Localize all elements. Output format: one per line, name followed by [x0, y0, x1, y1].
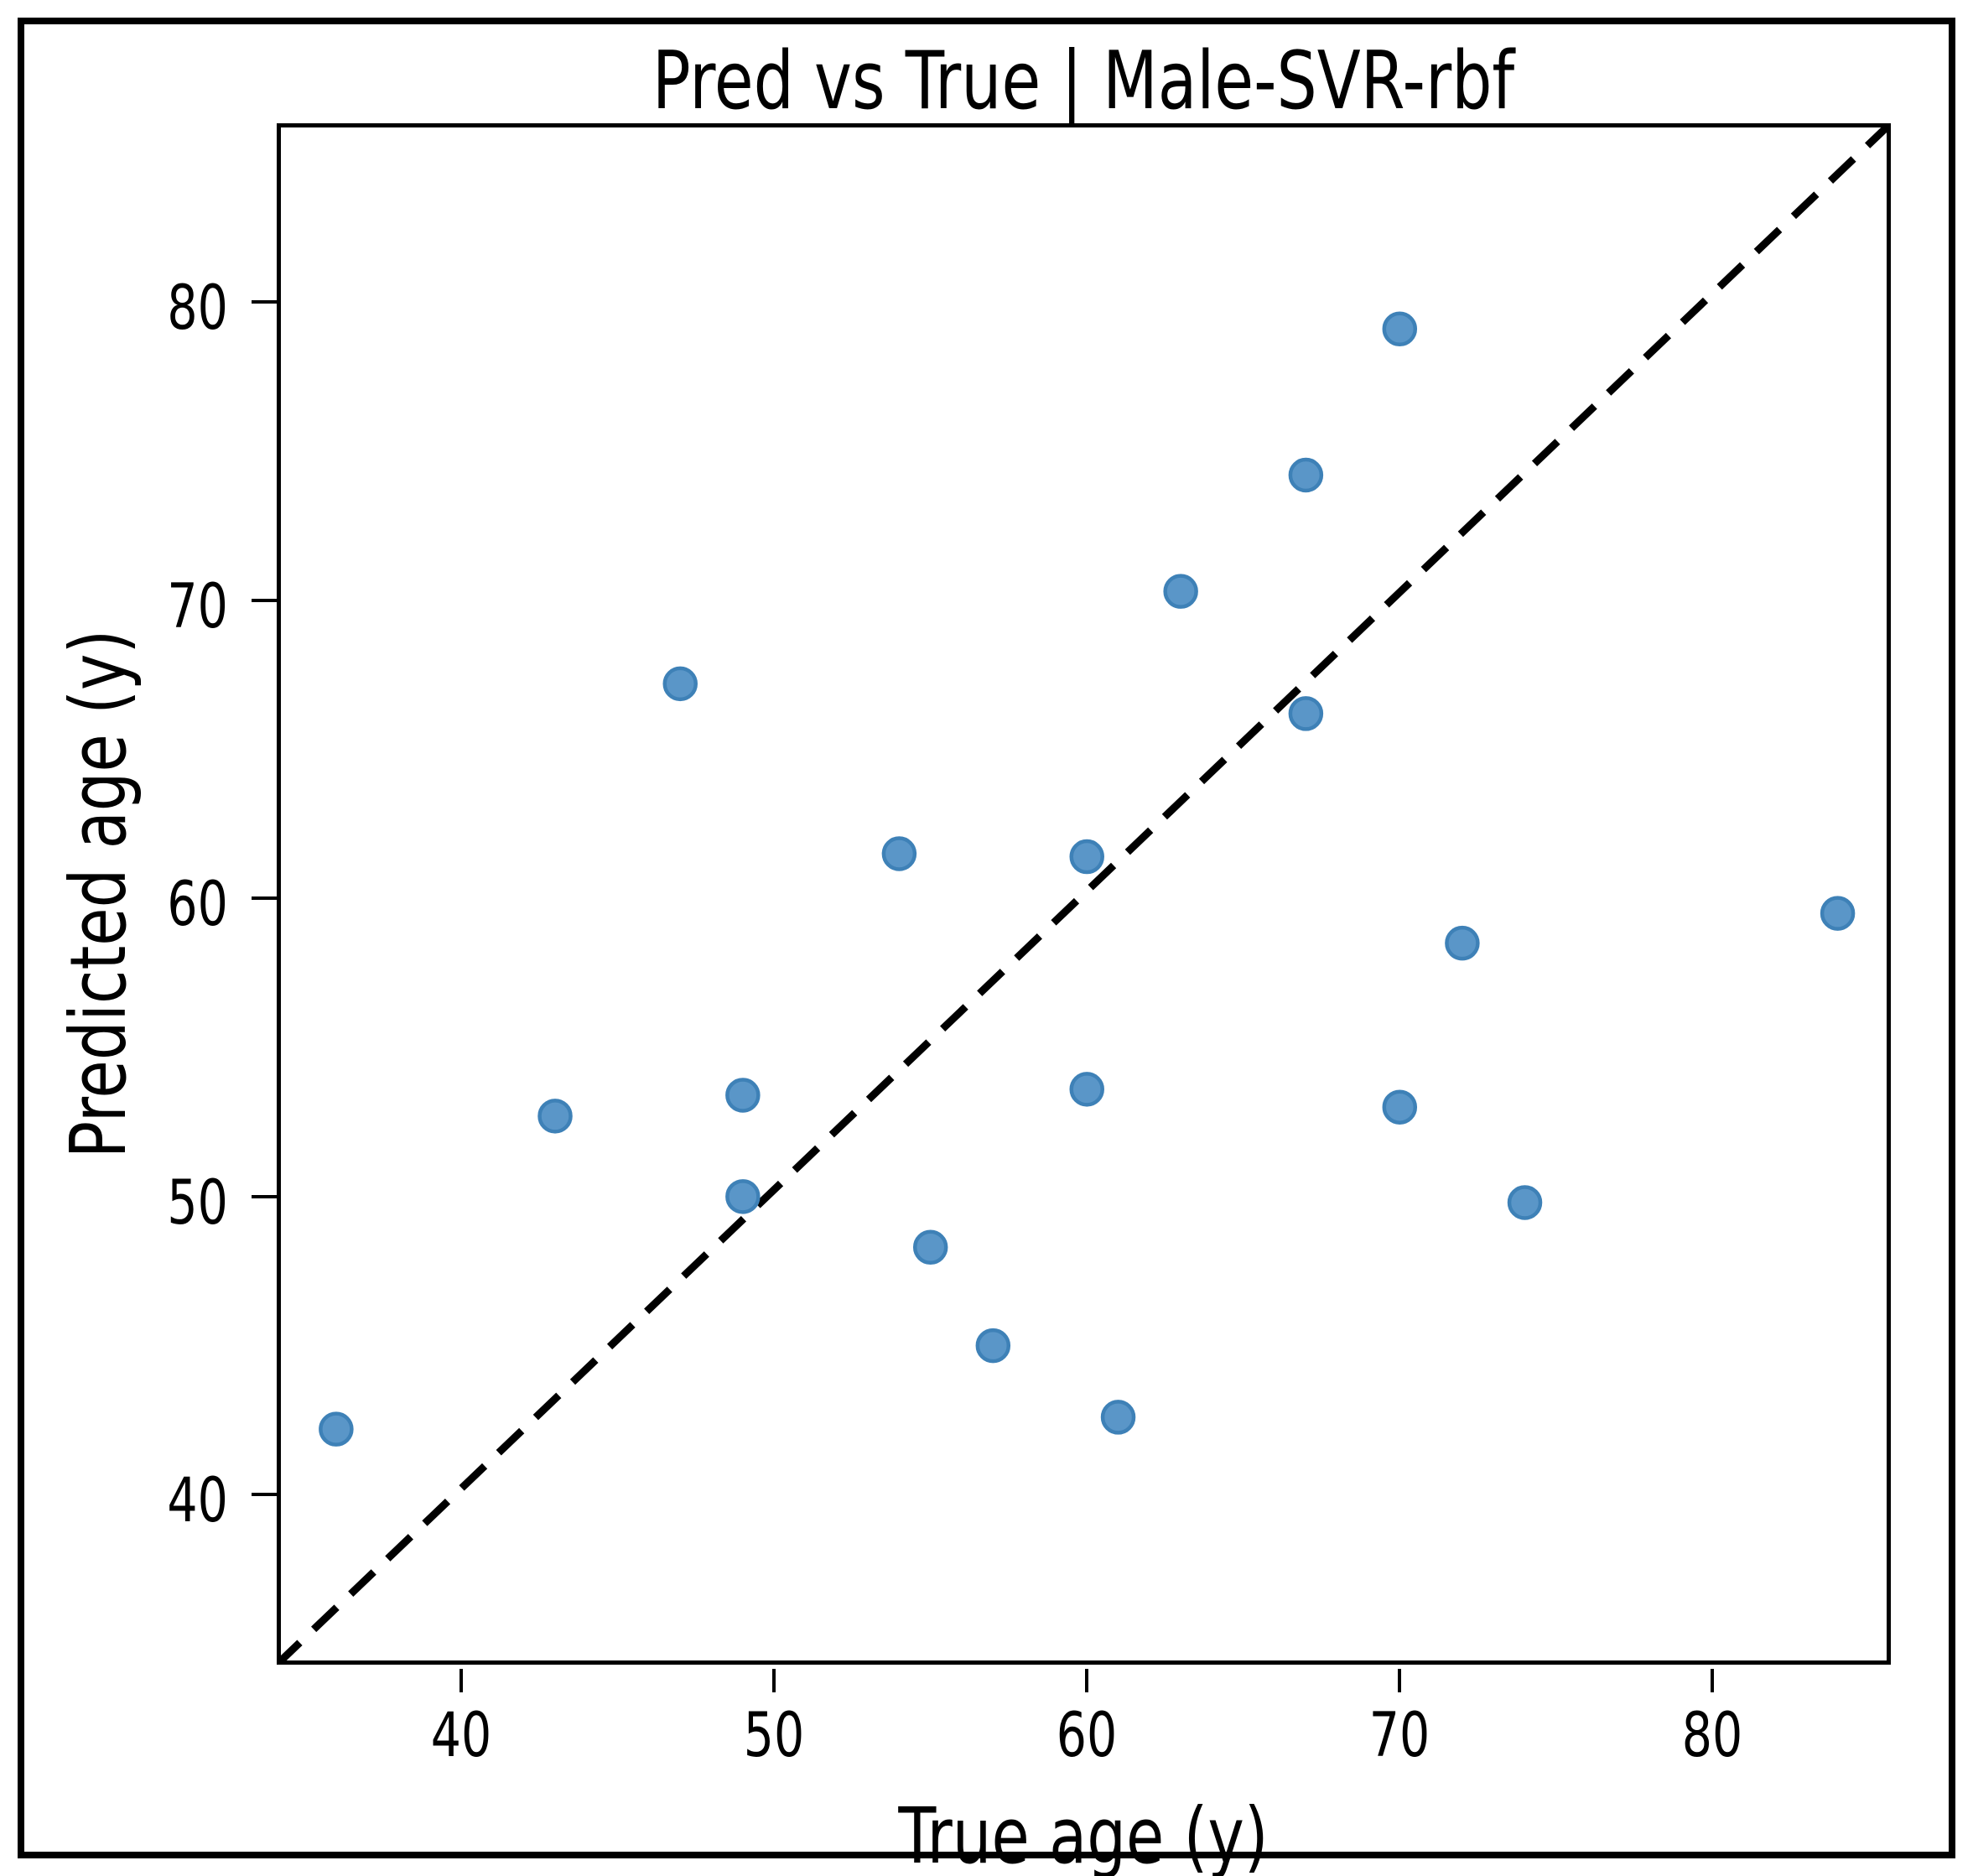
y-tick-mark	[252, 1194, 277, 1198]
figure-border	[18, 18, 1955, 1858]
plot-spines	[277, 123, 1891, 1665]
x-tick-mark	[1398, 1669, 1402, 1692]
plot-area	[277, 123, 1891, 1665]
scatter-point	[975, 1328, 1011, 1364]
scatter-point	[725, 1179, 761, 1214]
x-tick-label: 70	[1369, 1700, 1430, 1771]
scatter-point	[1288, 696, 1324, 731]
x-tick-label: 80	[1682, 1700, 1743, 1771]
y-tick-label: 70	[167, 570, 228, 642]
scatter-point	[725, 1078, 761, 1113]
x-tick-label: 60	[1056, 1700, 1118, 1771]
scatter-point	[662, 666, 698, 702]
y-tick-mark	[252, 896, 277, 901]
identity-line	[277, 123, 1891, 1665]
x-tick-label: 50	[743, 1700, 805, 1771]
y-tick-label: 80	[167, 273, 228, 345]
x-tick-mark	[1085, 1669, 1089, 1692]
x-tick-label: 40	[430, 1700, 492, 1771]
y-axis-label: Predicted age (y)	[54, 629, 143, 1159]
y-tick-mark	[252, 598, 277, 602]
scatter-point	[1507, 1185, 1543, 1220]
scatter-point	[912, 1229, 948, 1265]
y-tick-mark	[252, 1493, 277, 1497]
x-tick-mark	[460, 1669, 464, 1692]
scatter-point	[1445, 925, 1480, 961]
scatter-point	[319, 1411, 354, 1447]
scatter-point	[537, 1099, 573, 1134]
scatter-point	[881, 836, 917, 871]
x-tick-mark	[772, 1669, 776, 1692]
scatter-point	[1069, 839, 1104, 875]
scatter-point	[1382, 1089, 1418, 1125]
y-tick-mark	[252, 300, 277, 304]
scatter-point	[1100, 1400, 1136, 1435]
x-tick-mark	[1711, 1669, 1715, 1692]
scatter-point	[1163, 574, 1198, 609]
y-tick-label: 50	[167, 1167, 228, 1239]
y-tick-label: 40	[167, 1465, 228, 1537]
scatter-point	[1382, 311, 1418, 347]
scatter-point	[1069, 1072, 1104, 1107]
x-axis-label: True age (y)	[898, 1791, 1269, 1876]
chart-title: Pred vs True | Male-SVR-rbf	[652, 35, 1515, 127]
scatter-point	[1288, 457, 1324, 493]
y-tick-label: 60	[167, 869, 228, 941]
scatter-point	[1820, 896, 1856, 931]
